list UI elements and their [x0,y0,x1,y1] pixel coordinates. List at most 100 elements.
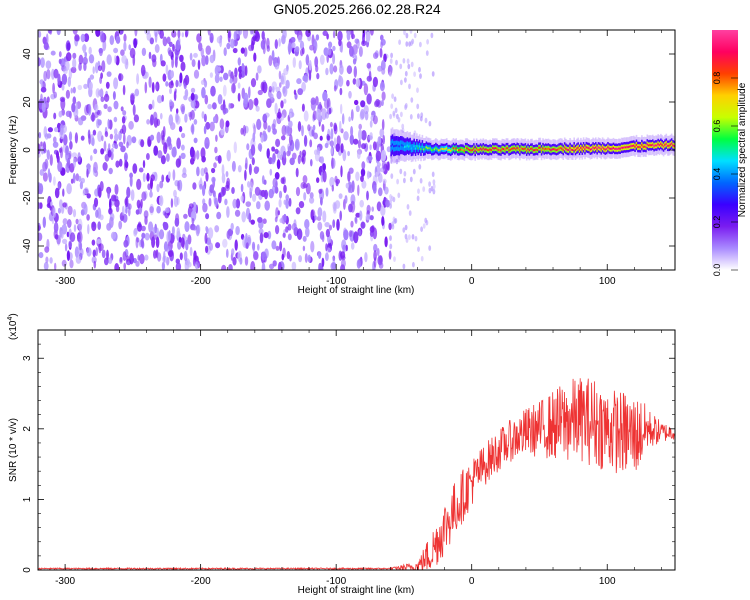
noise-blotch [143,73,148,80]
noise-blotch [224,198,228,206]
signal-core [454,148,456,151]
noise-blotch [194,261,199,270]
noise-blotch [222,99,226,110]
noise-blotch [243,92,249,105]
noise-blotch [179,252,183,261]
noise-blotch [140,237,144,248]
noise-blotch [123,159,128,172]
noise-blotch [381,216,385,226]
noise-blotch [163,222,169,231]
noise-blotch [163,241,169,252]
signal-core [435,147,437,150]
noise-blotch [362,32,365,45]
noise-blotch [66,250,70,261]
signal-core [409,144,411,147]
noise-blotch [291,261,297,270]
noise-blotch [345,244,348,252]
signal-core [498,149,501,152]
noise-blotch [217,94,223,105]
signal-core [508,149,510,152]
signal-core [390,145,392,147]
noise-blotch [289,112,292,119]
signal-core [673,145,675,148]
noise-blotch [314,152,321,162]
noise-blotch [226,248,229,258]
signal-core [670,142,673,145]
noise-blotch [149,37,154,45]
noise-blotch [77,117,84,126]
noise-blotch [136,199,141,209]
noise-blotch [106,71,112,77]
noise-blotch [298,60,302,70]
noise-blotch [115,160,120,168]
signal-core [417,147,420,150]
noise-blotch [305,227,310,238]
noise-blotch [386,146,392,153]
signal-core [551,148,554,151]
noise-blotch [240,183,244,193]
noise-blotch [144,81,148,94]
noise-blotch [180,152,186,160]
noise-blotch [274,186,279,194]
noise-blotch [62,202,67,208]
noise-blotch [185,31,188,38]
noise-blotch [416,87,419,93]
noise-blotch [121,205,125,216]
noise-blotch [114,184,119,195]
noise-blotch [72,86,76,94]
noise-blotch [190,87,196,94]
signal-core [567,149,570,151]
noise-blotch [61,259,67,267]
signal-core [527,147,529,150]
noise-blotch [200,79,205,85]
noise-blotch [391,224,395,230]
noise-blotch [344,195,348,204]
noise-blotch [237,92,241,102]
noise-blotch [137,221,142,228]
signal-core [596,148,598,151]
noise-blotch [171,57,175,69]
signal-core [623,146,626,149]
noise-blotch [389,203,392,209]
noise-blotch [222,238,228,248]
noise-blotch [325,243,328,252]
snr-frame [37,329,676,571]
noise-blotch [177,240,182,250]
noise-blotch [156,183,160,193]
noise-blotch [348,230,353,238]
noise-blotch [160,155,166,165]
noise-blotch [153,250,157,259]
signal-core [554,148,556,151]
noise-blotch [75,255,82,264]
signal-core [436,148,439,151]
signal-core [532,149,535,152]
noise-blotch [328,224,332,231]
noise-blotch [393,218,397,224]
noise-blotch [411,38,415,45]
noise-blotch [58,147,63,153]
noise-blotch [259,232,264,244]
noise-blotch [285,194,290,201]
noise-blotch [43,70,48,82]
noise-blotch [178,236,182,243]
noise-blotch [113,116,118,123]
noise-blotch [276,90,282,100]
noise-blotch [140,64,146,77]
signal-core [489,148,491,151]
noise-blotch [175,79,179,88]
noise-blotch [231,187,235,194]
signal-core [459,148,462,151]
noise-blotch [420,255,424,262]
signal-core [488,149,490,152]
noise-blotch [182,167,187,176]
noise-blotch [189,52,193,61]
noise-blotch [330,147,333,155]
noise-blotch [418,164,422,170]
noise-blotch [88,54,95,64]
noise-blotch [330,128,334,140]
noise-blotch [232,74,238,84]
noise-blotch [352,58,357,65]
signal-core [534,149,536,152]
signal-core [544,147,547,150]
